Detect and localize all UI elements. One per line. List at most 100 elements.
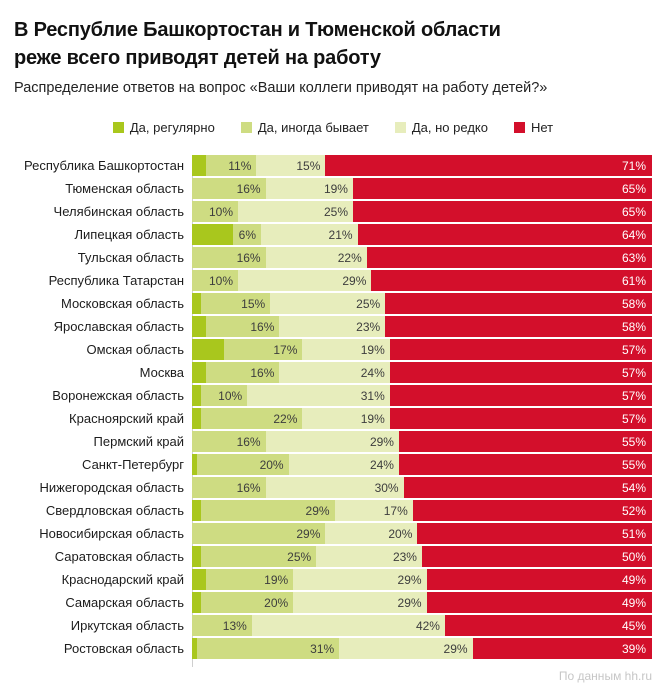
row-label: Липецкая область — [74, 227, 185, 242]
bar-segment-rarely: 23% — [279, 316, 386, 337]
bar-segment-sometimes: 20% — [196, 454, 289, 475]
bar-segment-sometimes: 20% — [201, 592, 294, 613]
segment-value-label: 58% — [621, 296, 646, 311]
stacked-bar: 20% 24% 55% — [192, 454, 652, 475]
bar-segment-no: 61% — [371, 270, 652, 291]
bar-segment-rarely: 21% — [260, 224, 358, 245]
bar-segment-sometimes: 29% — [192, 523, 326, 544]
segment-value-label: 19% — [360, 411, 385, 426]
bar-segment-rarely: 19% — [302, 408, 390, 429]
stacked-bar: 16% 22% 63% — [192, 247, 652, 268]
bar-segment-rarely: 20% — [325, 523, 418, 544]
bar-segment-no: 39% — [472, 638, 652, 659]
segment-value-label: 10% — [218, 388, 243, 403]
segment-value-label: 10% — [208, 204, 233, 219]
bar-segment-rarely: 31% — [247, 385, 390, 406]
segment-value-label: 29% — [296, 526, 321, 541]
stacked-bar: 16% 29% 55% — [192, 431, 652, 452]
bar-segment-regular — [192, 316, 206, 337]
bar-segment-rarely: 17% — [334, 500, 413, 521]
bar-segment-no: 49% — [426, 569, 652, 590]
bar-segment-sometimes: 22% — [201, 408, 303, 429]
bar-segment-sometimes: 16% — [192, 431, 266, 452]
row-label: Московская область — [60, 296, 184, 311]
legend-swatch-icon — [394, 122, 406, 133]
chart-row: Новосибирская область 29% 20% 51% — [0, 523, 666, 544]
segment-value-label: 55% — [621, 434, 646, 449]
stacked-bar: 31% 29% 39% — [192, 638, 652, 659]
segment-value-label: 65% — [621, 204, 646, 219]
segment-value-label: 29% — [397, 572, 422, 587]
bar-segment-rarely: 29% — [238, 270, 372, 291]
bar-segment-sometimes: 16% — [192, 247, 266, 268]
segment-value-label: 71% — [621, 158, 646, 173]
chart-subtitle: Распределение ответов на вопрос «Ваши ко… — [14, 80, 548, 96]
chart-row: Ярославская область 16% 23% 58% — [0, 316, 666, 337]
stacked-bar: 10% 25% 65% — [192, 201, 652, 222]
bar-segment-rarely: 15% — [256, 155, 326, 176]
segment-value-label: 29% — [443, 641, 468, 656]
segment-value-label: 30% — [374, 480, 399, 495]
stacked-bar: 16% 23% 58% — [192, 316, 652, 337]
segment-value-label: 15% — [296, 158, 321, 173]
stacked-bar: 25% 23% 50% — [192, 546, 652, 567]
legend-item-1: Да, иногда бывает — [240, 120, 369, 135]
segment-value-label: 57% — [621, 342, 646, 357]
bar-segment-regular — [192, 224, 234, 245]
bar-segment-regular — [192, 293, 202, 314]
segment-value-label: 29% — [369, 434, 394, 449]
bar-segment-sometimes: 16% — [205, 362, 280, 383]
segment-value-label: 16% — [236, 181, 261, 196]
row-label: Иркутская область — [70, 618, 184, 633]
stacked-bar: 6% 21% 64% — [192, 224, 652, 245]
bar-segment-no: 50% — [421, 546, 652, 567]
bar-segment-no: 58% — [385, 293, 652, 314]
segment-value-label: 25% — [287, 549, 312, 564]
segment-value-label: 23% — [356, 319, 381, 334]
legend-swatch-icon — [112, 122, 124, 133]
segment-value-label: 49% — [621, 572, 646, 587]
bar-segment-sometimes: 10% — [201, 385, 248, 406]
segment-value-label: 29% — [397, 595, 422, 610]
stacked-bar: 22% 19% 57% — [192, 408, 652, 429]
segment-value-label: 29% — [305, 503, 330, 518]
legend-swatch-icon — [240, 122, 252, 133]
chart-row: Нижегородская область 16% 30% 54% — [0, 477, 666, 498]
stacked-bar: 29% 17% 52% — [192, 500, 652, 521]
segment-value-label: 57% — [621, 388, 646, 403]
legend-label: Да, иногда бывает — [257, 120, 369, 135]
segment-value-label: 63% — [621, 250, 646, 265]
segment-value-label: 39% — [621, 641, 646, 656]
segment-value-label: 42% — [415, 618, 440, 633]
stacked-bar-chart: Республика Башкортостан 11% 15% 71% Тюменска… — [0, 155, 666, 667]
segment-value-label: 10% — [208, 273, 233, 288]
bar-segment-rarely: 24% — [279, 362, 390, 383]
bar-segment-sometimes: 16% — [192, 477, 266, 498]
bar-segment-no: 51% — [417, 523, 652, 544]
segment-value-label: 20% — [264, 595, 289, 610]
row-label: Республика Башкортостан — [24, 158, 184, 173]
chart-title-line-2: реже всего приводят детей на работу — [14, 47, 381, 69]
stacked-bar: 19% 29% 49% — [192, 569, 652, 590]
segment-value-label: 55% — [621, 457, 646, 472]
chart-row: Тульская область 16% 22% 63% — [0, 247, 666, 268]
bar-segment-rarely: 19% — [265, 178, 353, 199]
chart-row: Москва 16% 24% 57% — [0, 362, 666, 383]
chart-row: Республика Башкортостан 11% 15% 71% — [0, 155, 666, 176]
bar-segment-regular — [192, 592, 202, 613]
row-label: Москва — [139, 365, 184, 380]
segment-value-label: 31% — [360, 388, 385, 403]
bar-segment-rarely: 29% — [339, 638, 473, 659]
bar-segment-rarely: 30% — [265, 477, 404, 498]
chart-legend: Да, регулярно Да, иногда бывает Да, но ред… — [0, 120, 666, 135]
legend-item-2: Да, но редко — [394, 120, 488, 135]
bar-segment-no: 57% — [389, 339, 652, 360]
bar-segment-sometimes: 25% — [201, 546, 317, 567]
bar-segment-no: 63% — [366, 247, 652, 268]
chart-row: Иркутская область 13% 42% 45% — [0, 615, 666, 636]
bar-segment-no: 64% — [357, 224, 652, 245]
row-label: Республика Татарстан — [48, 273, 184, 288]
chart-row: Свердловская область 29% 17% 52% — [0, 500, 666, 521]
row-label: Тульская область — [77, 250, 184, 265]
chart-row: Липецкая область 6% 21% 64% — [0, 224, 666, 245]
